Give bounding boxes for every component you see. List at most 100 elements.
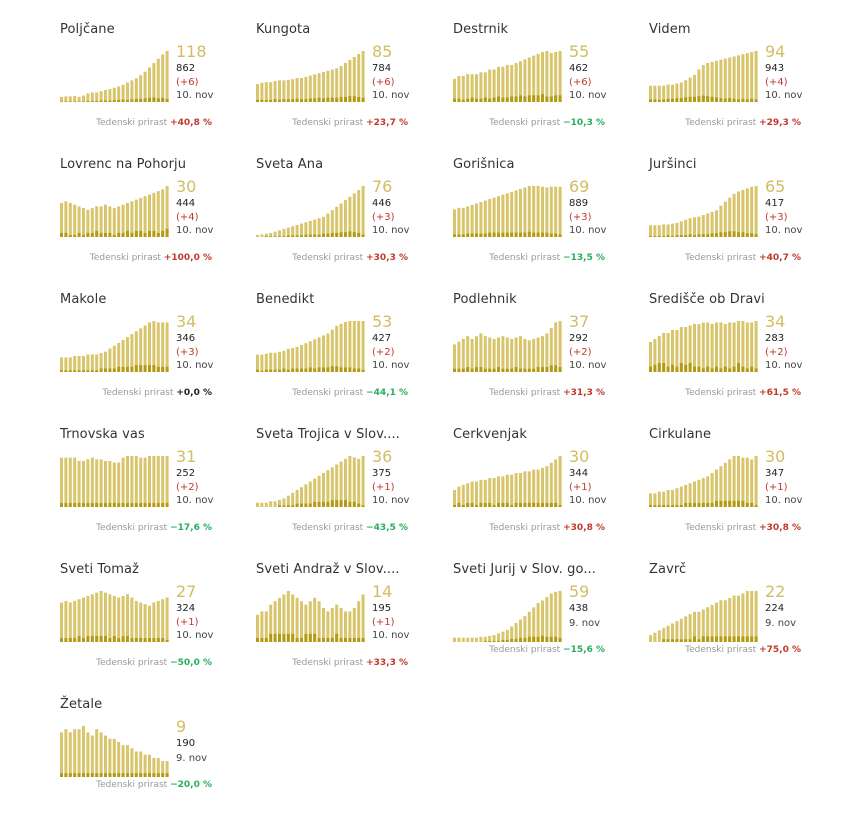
active-cases-bar	[466, 74, 470, 102]
weekly-growth-label: Tedenski prirast	[489, 388, 561, 398]
trend-chart-svg	[453, 321, 562, 372]
new-cases-bar	[156, 98, 160, 102]
new-cases-bar	[706, 636, 710, 642]
total-cases: 195	[372, 603, 392, 614]
active-cases-bar	[536, 337, 540, 372]
active-cases-bar	[352, 608, 356, 642]
new-cases-bar	[745, 233, 749, 237]
active-cases-bar	[282, 594, 286, 642]
active-cases-bar	[317, 475, 321, 507]
new-cases-bar	[64, 503, 68, 507]
active-cases-bar	[73, 355, 77, 372]
active-cases-bar	[82, 597, 85, 642]
daily-change: (+4)	[176, 212, 199, 223]
new-cases-bar	[273, 99, 277, 102]
weekly-growth: Tedenski prirast +40,8 %	[60, 118, 212, 128]
active-cases-bar	[300, 487, 303, 507]
active-cases-bar	[684, 616, 688, 642]
new-cases-bar	[90, 232, 94, 237]
active-cases-bar	[344, 200, 347, 237]
new-cases-bar	[304, 368, 308, 372]
new-cases-bar	[344, 232, 347, 237]
trend-chart	[60, 587, 170, 642]
new-cases-bar	[308, 367, 312, 372]
active-cases-bar	[715, 322, 718, 372]
new-cases-bar	[723, 636, 727, 642]
active-cases-bar	[684, 80, 688, 102]
active-cases-bar	[335, 325, 339, 372]
active-cases-bar	[510, 474, 514, 507]
active-cases-bar	[148, 456, 151, 507]
new-cases-bar	[754, 504, 758, 507]
active-cases-bar	[260, 234, 264, 237]
active-cases-bar	[554, 51, 558, 102]
active-cases-bar	[313, 597, 317, 642]
new-cases-bar	[457, 368, 461, 372]
active-cases-bar	[161, 189, 165, 237]
new-cases-bar	[519, 95, 522, 102]
new-cases-bar	[82, 773, 85, 777]
active-cases-bar	[86, 93, 90, 102]
active-cases-bar	[348, 60, 352, 102]
new-cases-bar	[313, 368, 317, 372]
new-cases-bar	[510, 232, 514, 237]
active-cases-bar	[497, 196, 500, 237]
daily-change: (+6)	[569, 77, 592, 88]
trend-chart	[649, 317, 759, 372]
new-cases-bar	[278, 236, 281, 237]
active-cases-bar	[108, 594, 112, 642]
new-cases-bar	[754, 368, 758, 372]
daily-change: (+2)	[569, 347, 592, 358]
last-update-date: 10. nov	[176, 90, 214, 101]
weekly-growth-label: Tedenski prirast	[292, 523, 364, 533]
active-cases-bar	[330, 69, 334, 102]
new-cases-bar	[541, 232, 544, 237]
trend-chart-svg	[256, 456, 365, 507]
new-cases-bar	[104, 100, 107, 102]
active-cases-bar	[357, 54, 361, 102]
active-cases-bar	[536, 53, 540, 102]
active-cases-bar	[86, 459, 90, 507]
municipality-name: Kungota	[256, 22, 311, 37]
active-cases-bar	[479, 479, 483, 507]
active-cases-bar	[741, 54, 745, 102]
new-cases-bar	[466, 367, 470, 372]
active-cases-bar	[300, 78, 303, 102]
new-cases-bar	[256, 637, 259, 642]
new-cases-bar	[330, 97, 334, 102]
new-cases-bar	[273, 236, 277, 237]
new-cases-bar	[282, 505, 286, 507]
active-cases-bar	[488, 337, 492, 372]
active-cases-bar	[492, 478, 496, 507]
new-cases-bar	[126, 99, 129, 102]
active-cases-bar	[741, 457, 745, 507]
new-cases-bar	[130, 99, 134, 102]
new-cases-bar	[741, 366, 745, 372]
active-cases-bar	[470, 481, 474, 507]
active-cases-bar	[453, 344, 456, 372]
municipality-panel: Cerkvenjak 30 344 (+1) 10. nov Tedenski prira…	[453, 427, 643, 559]
new-cases-bar	[679, 504, 683, 507]
active-cases-bar	[505, 193, 509, 237]
new-cases-bar	[488, 368, 492, 372]
new-cases-bar	[60, 101, 63, 102]
new-cases-bar	[688, 234, 692, 237]
new-cases-bar	[126, 366, 129, 372]
new-cases-bar	[710, 636, 714, 642]
new-cases-bar	[161, 638, 165, 642]
weekly-growth-value: +30,3 %	[366, 253, 408, 263]
active-cases-bar	[479, 333, 483, 372]
daily-change: (+4)	[765, 77, 788, 88]
active-cases-bar	[304, 222, 308, 237]
active-cases-bar	[273, 501, 277, 507]
active-cases-bar	[326, 611, 330, 642]
new-cases-bar	[286, 99, 290, 102]
active-cases-bar	[104, 592, 107, 642]
active-cases-bar	[457, 207, 461, 237]
new-cases-bar	[60, 638, 63, 642]
new-cases-bar	[728, 500, 732, 507]
active-cases-bar	[99, 591, 103, 642]
new-cases-bar	[728, 98, 732, 102]
active-cases-bar	[514, 63, 518, 102]
new-cases-bar	[82, 234, 85, 237]
